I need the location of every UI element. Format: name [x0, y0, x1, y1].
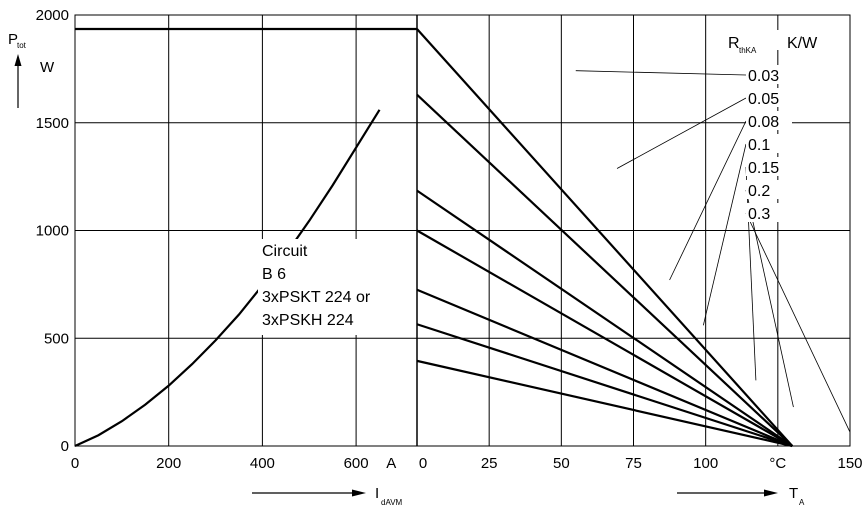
- legend-title-main: R: [728, 35, 740, 52]
- right-x-arrow-head: [764, 489, 778, 497]
- legend-leader-line: [745, 212, 851, 432]
- y-axis-arrow-head: [14, 54, 22, 66]
- legend-leader-line: [669, 120, 747, 281]
- legend-label-bg: [746, 111, 792, 130]
- legend-label-0.2: 0.2: [748, 183, 770, 200]
- y-tick-label: 2000: [36, 7, 69, 24]
- left-x-tick-label: 600: [344, 455, 369, 472]
- right-x-tick-label: 150: [837, 455, 862, 472]
- circuit-annotation-line: Circuit: [262, 243, 308, 260]
- legend-title-unit: K/W: [787, 35, 818, 52]
- legend-title-bg: [725, 30, 840, 50]
- rthka-line-0.08: [416, 189, 793, 447]
- rthka-line-0.05: [416, 93, 794, 447]
- right-x-axis-label-main: T: [789, 485, 798, 502]
- right-x-tick-label: 75: [625, 455, 642, 472]
- left-x-tick-label: A: [386, 455, 396, 472]
- left-x-tick-label: 400: [250, 455, 275, 472]
- legend-leader-line: [616, 97, 747, 169]
- legend-label-bg: [746, 157, 792, 176]
- curves: [74, 27, 794, 448]
- right-x-tick-label: 50: [553, 455, 570, 472]
- rthka-line-0.03: [416, 28, 794, 447]
- legend-leader-line: [702, 143, 747, 326]
- plot-frame: [74, 14, 851, 447]
- legend-label-0.3: 0.3: [748, 206, 770, 223]
- circuit-annotation-line: B 6: [262, 266, 286, 283]
- circuit-annotation-line: 3xPSKH 224: [262, 312, 354, 329]
- right-x-tick-label: 0: [419, 455, 427, 472]
- legend-label-0.03: 0.03: [748, 68, 779, 85]
- left-power-curve: [74, 109, 381, 447]
- legend-label-0.05: 0.05: [748, 91, 779, 108]
- left-x-arrow-head: [352, 489, 366, 497]
- legend-label-bg: [746, 65, 792, 84]
- labels: 0 500 1000 1500 2000 0 200 400 600 A 0 25 50 75 100 °C 1…: [8, 7, 863, 507]
- legend-label-bg: [746, 88, 792, 107]
- rthka-line-0.2: [416, 323, 793, 448]
- y-axis-label-sub: tot: [17, 41, 27, 50]
- right-x-tick-label: °C: [769, 455, 786, 472]
- grid: [74, 14, 851, 447]
- legend-leader-line: [745, 189, 794, 408]
- right-x-tick-label: 25: [481, 455, 498, 472]
- legend-label-bg: [746, 203, 792, 222]
- legend-label-0.08: 0.08: [748, 114, 779, 131]
- y-axis-unit: W: [40, 59, 55, 76]
- left-x-tick-label: 200: [156, 455, 181, 472]
- annotation-bg: [258, 239, 388, 335]
- left-x-axis-label-sub: dAVM: [381, 498, 403, 507]
- rthka-line-0.1: [416, 229, 793, 447]
- legend-label-0.1: 0.1: [748, 137, 770, 154]
- legend-title-sub: thKA: [739, 46, 757, 55]
- right-x-tick-label: 100: [693, 455, 718, 472]
- legend-leader-line: [745, 166, 757, 381]
- y-tick-label: 0: [61, 438, 69, 455]
- legend-leader-line: [575, 70, 747, 76]
- legend-label-bg: [746, 180, 792, 199]
- y-tick-label: 1000: [36, 223, 69, 240]
- y-tick-label: 1500: [36, 115, 69, 132]
- circuit-annotation-line: 3xPSKT 224 or: [262, 289, 371, 306]
- legend-label-0.15: 0.15: [748, 160, 779, 177]
- right-x-axis-label-sub: A: [799, 498, 805, 507]
- left-x-axis-label-main: I: [375, 485, 379, 502]
- y-axis-label-main: P: [8, 31, 18, 48]
- rthka-line-0.3: [416, 359, 793, 448]
- rthka-line-0.15: [416, 288, 793, 448]
- legend-label-bg: [746, 134, 792, 153]
- y-tick-label: 500: [44, 330, 69, 347]
- left-x-tick-label: 0: [71, 455, 79, 472]
